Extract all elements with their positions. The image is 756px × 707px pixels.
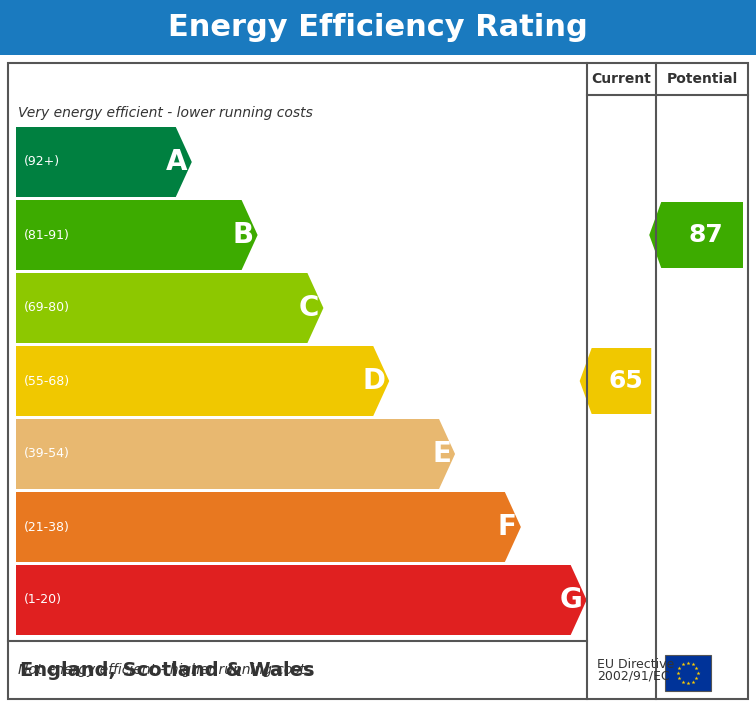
Text: Current: Current [591,72,652,86]
Text: G: G [560,586,583,614]
Text: C: C [299,294,320,322]
Text: (92+): (92+) [24,156,60,168]
Text: 87: 87 [689,223,723,247]
Text: (55-68): (55-68) [24,375,70,387]
Text: E: E [432,440,451,468]
Text: (81-91): (81-91) [24,228,70,242]
Polygon shape [16,200,258,270]
Text: England, Scotland & Wales: England, Scotland & Wales [20,660,314,679]
Polygon shape [580,348,651,414]
Text: B: B [233,221,253,249]
FancyBboxPatch shape [665,655,711,691]
Text: D: D [362,367,386,395]
FancyBboxPatch shape [8,63,748,699]
Text: Not energy efficient - higher running costs: Not energy efficient - higher running co… [18,663,312,677]
Text: (1-20): (1-20) [24,593,62,607]
Polygon shape [16,565,587,635]
Polygon shape [649,202,743,268]
Polygon shape [16,273,324,343]
Polygon shape [16,492,521,562]
Text: EU Directive: EU Directive [596,658,674,670]
Text: F: F [498,513,517,541]
Polygon shape [16,127,192,197]
Text: A: A [166,148,187,176]
Polygon shape [16,346,389,416]
Text: Potential: Potential [667,72,738,86]
FancyBboxPatch shape [0,0,756,55]
Text: (21-38): (21-38) [24,520,70,534]
Text: 65: 65 [608,369,643,393]
Text: (69-80): (69-80) [24,301,70,315]
Text: Energy Efficiency Rating: Energy Efficiency Rating [168,13,588,42]
Text: (39-54): (39-54) [24,448,70,460]
Text: 2002/91/EC: 2002/91/EC [596,670,669,682]
Polygon shape [16,419,455,489]
Text: Very energy efficient - lower running costs: Very energy efficient - lower running co… [18,106,313,120]
